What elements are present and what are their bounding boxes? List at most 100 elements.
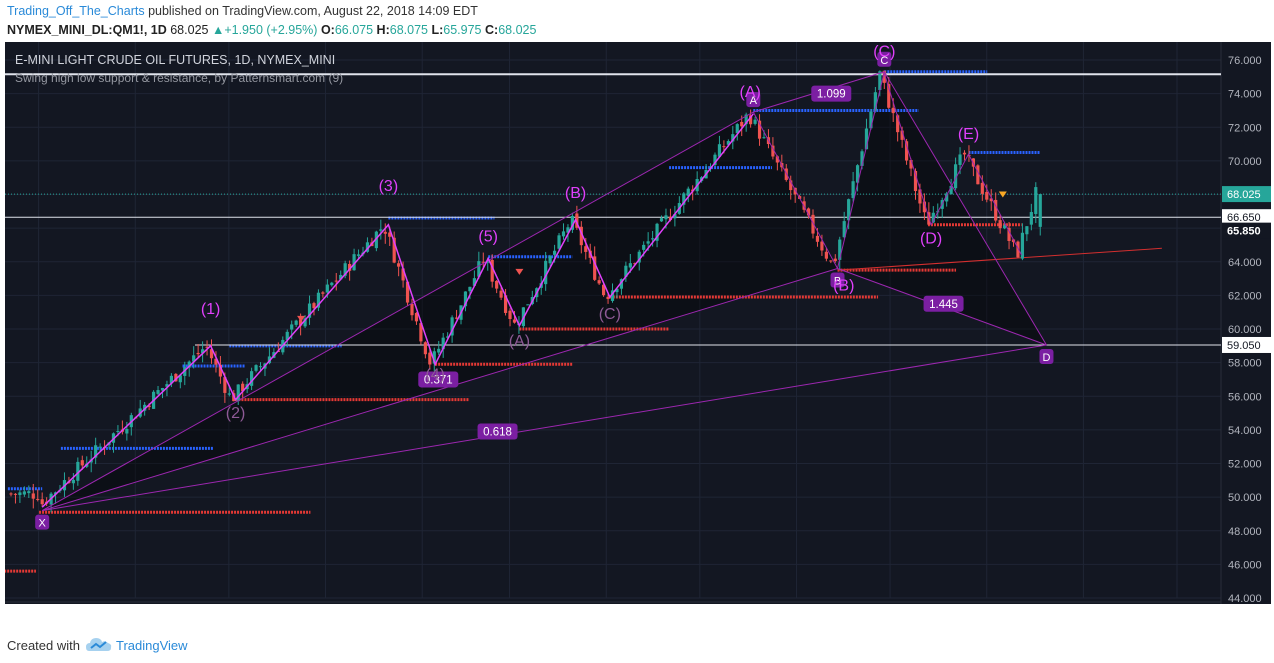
candle-body [76,461,80,481]
candle-body [789,180,793,191]
candle-body [258,366,263,368]
candle-body [80,460,84,466]
candle-body [294,320,298,325]
up-arrow-icon: ▲ [211,23,225,37]
candle-body [441,337,445,350]
candle-body [495,280,499,289]
candle-body [570,215,575,230]
candle-body [423,342,427,355]
candle-body [486,261,490,263]
chart-background [5,42,1271,604]
last-price: 68.025 [170,23,209,37]
wave-label: (C) [599,306,621,323]
candle-body [27,491,31,494]
candle-body [13,493,18,495]
pattern-point-badge [746,92,761,108]
candle-body [307,303,312,318]
candle-body [116,431,120,433]
candle-body [250,371,254,386]
candle-body [343,263,347,276]
candle-body [757,120,762,139]
candle-body [410,303,414,316]
tradingview-logo-icon[interactable] [86,636,112,654]
y-tick-label: 60.000 [1228,324,1262,336]
candle-body [998,220,1002,229]
y-tick-label: 70.000 [1228,156,1262,168]
tradingview-link[interactable]: TradingView [116,638,188,653]
pattern-point-label: X [39,518,47,530]
candle-body [468,286,472,292]
low-label: L: [431,23,444,37]
candle-body [330,282,334,286]
y-tick-label: 56.000 [1228,391,1262,403]
author-link[interactable]: Trading_Off_The_Charts [7,4,145,18]
y-tick-label: 54.000 [1228,425,1262,437]
candle-body [887,84,891,108]
candle-body [744,114,748,125]
candle-body [811,214,815,234]
symbol-name: NYMEX_MINI_DL:QM1!, 1D [7,23,167,37]
candle-body [601,284,606,296]
price-chart[interactable]: X A B C D 0.371 0.618 1.099 1.445 (1) (2) (3) (4) (5)… [0,42,1271,623]
open-value: 66.075 [334,23,374,37]
candle-body [722,146,726,148]
ratio-badge [477,423,518,440]
candle-body [953,164,958,189]
candle-body [143,404,147,411]
candle-body [187,361,191,368]
candle-body [477,261,481,277]
price-change: +1.950 (+2.95%) [224,23,318,37]
candle-body [615,288,619,293]
candle-body [321,292,325,294]
candle-body [633,263,637,265]
candle-body [575,213,579,228]
candle-body [606,296,610,299]
price-axis-tag [1222,222,1271,239]
candle-body [918,189,922,204]
candle-body [405,281,410,303]
candle-body [379,229,383,231]
candle-body [882,70,886,83]
candle-body [820,241,824,251]
candle-body [949,185,953,195]
wave-label: (E) [958,126,979,143]
candle-body [628,263,632,268]
ratio-label: 1.099 [817,89,846,101]
wave-label: (2) [226,405,246,422]
candle-body [945,193,949,202]
candle-body [673,214,677,219]
pattern-point-label: D [1043,352,1051,364]
wave-label: (A) [740,84,761,101]
candle-body [561,231,566,237]
candle-body [646,241,650,244]
candle-body [824,251,828,259]
candle-body [642,244,646,250]
candle-body [401,268,405,281]
candle-body [740,121,744,127]
candle-body [664,215,668,220]
candle-body [651,238,655,240]
wave-label: (5) [478,229,498,246]
y-tick-label: 52.000 [1228,459,1262,471]
candle-body [241,383,245,392]
candle-body [557,235,561,249]
candle-body [437,348,441,353]
candle-body [71,479,75,484]
legend-title: E-MINI LIGHT CRUDE OIL FUTURES, 1D, NYME… [15,53,335,67]
candle-body [463,291,468,307]
candle-body [904,141,909,161]
chart-container[interactable]: X A B C D 0.371 0.618 1.099 1.445 (1) (2) (3) (4) (5)… [0,42,1271,623]
ratio-label: 0.618 [483,427,512,439]
candle-body [356,254,361,256]
wave-label: (4) [425,366,445,383]
candle-body [922,201,926,213]
candle-body [726,141,730,145]
candle-body [989,198,993,202]
candle-body [450,317,454,336]
candle-body [192,355,196,362]
candle-body [833,258,837,262]
candle-body [481,261,485,263]
candle-body [1016,241,1020,258]
candle-body [985,191,989,200]
candle-body [312,303,316,309]
